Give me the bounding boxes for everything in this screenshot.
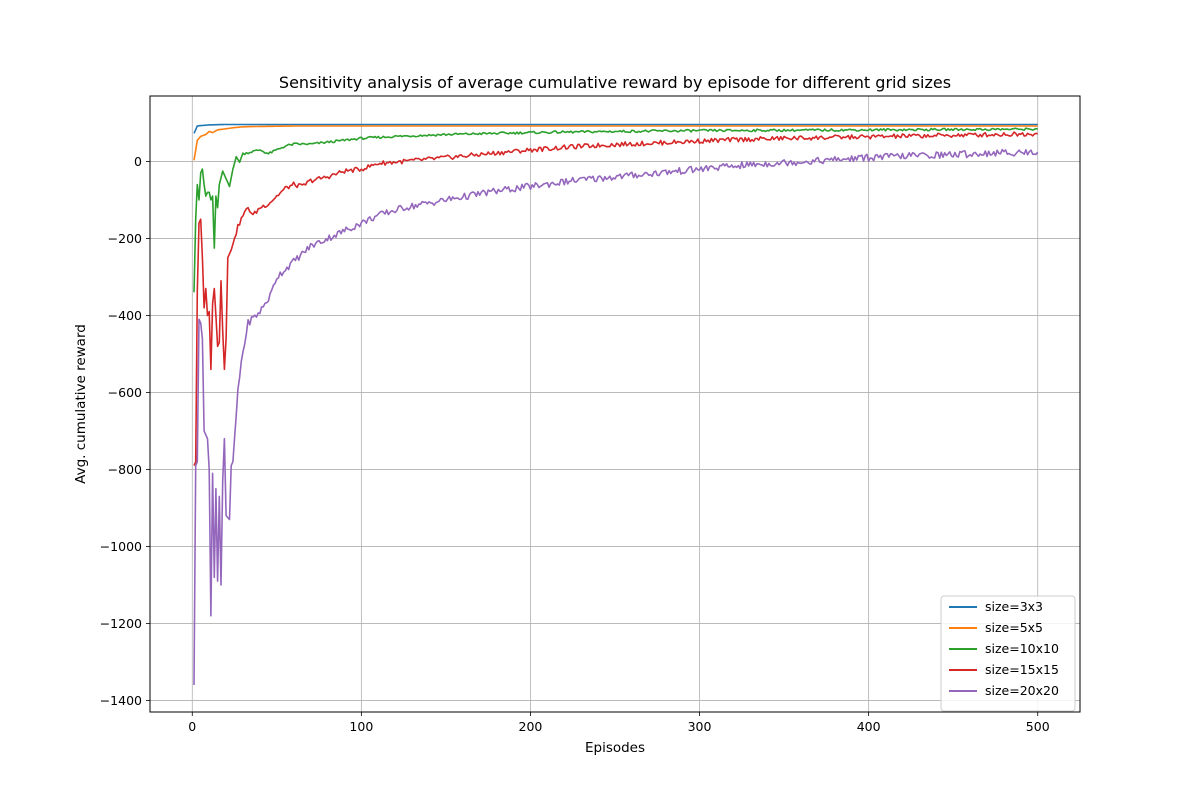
legend-label: size=10x10 — [985, 641, 1059, 656]
y-axis-label: Avg. cumulative reward — [73, 324, 89, 484]
legend-label: size=3x3 — [985, 599, 1043, 614]
legend-label: size=15x15 — [985, 662, 1059, 677]
y-tick-label: −1200 — [100, 616, 142, 631]
chart-title: Sensitivity analysis of average cumulati… — [279, 73, 951, 92]
series-line-size=5x5 — [193, 125, 1038, 161]
series-line-size=10x10 — [193, 127, 1038, 293]
y-tick-label: −200 — [108, 231, 142, 246]
series-line-size=15x15 — [193, 131, 1038, 466]
series-line-size=20x20 — [193, 148, 1039, 686]
x-tick-label: 400 — [857, 719, 881, 734]
series-lines — [193, 123, 1039, 686]
legend-label: size=5x5 — [985, 620, 1043, 635]
axis-ticks: 0 100 200 300 400 500 −1400 −1200 −1000 −800 −600 −… — [100, 154, 1050, 734]
series-line-size=3x3 — [193, 123, 1038, 134]
x-tick-label: 300 — [688, 719, 712, 734]
y-tick-label: −800 — [108, 462, 142, 477]
legend-box — [940, 595, 1076, 712]
legend-label: size=20x20 — [985, 683, 1059, 698]
x-tick-label: 0 — [188, 719, 196, 734]
plot-area-frame — [149, 95, 1081, 713]
y-tick-label: −1000 — [100, 539, 142, 554]
y-tick-label: −400 — [108, 308, 142, 323]
y-tick-label: −600 — [108, 385, 142, 400]
y-tick-label: −1400 — [100, 693, 142, 708]
grid-lines — [150, 96, 1080, 712]
x-tick-label: 500 — [1026, 719, 1050, 734]
x-tick-label: 100 — [349, 719, 373, 734]
x-tick-label: 200 — [519, 719, 543, 734]
y-tick-label: 0 — [134, 154, 142, 169]
legend: size=3x3 size=5x5 size=10x10 size=15x15 size… — [940, 595, 1076, 712]
x-axis-label: Episodes — [585, 740, 645, 756]
